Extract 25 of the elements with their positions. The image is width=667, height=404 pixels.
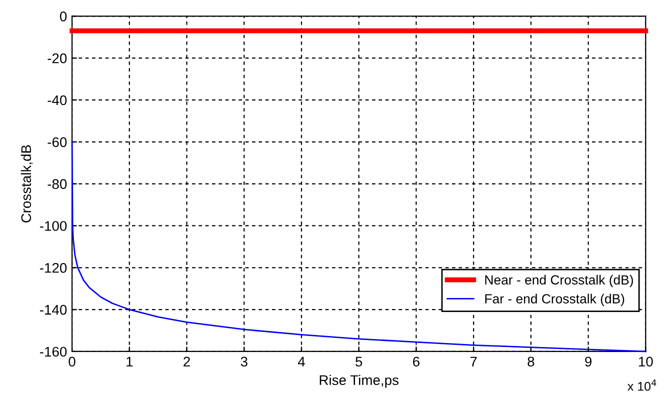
x-tick-label: 5 [356, 356, 362, 367]
y-axis-title: Crosstalk,dB [20, 145, 33, 222]
x-tick-label: 8 [528, 356, 534, 367]
x-tick-label: 6 [413, 356, 420, 367]
legend-label: Near - end Crosstalk (dB) [485, 274, 633, 288]
x-tick-label: 9 [585, 356, 592, 367]
y-tick-label: -160 [40, 346, 67, 357]
x-tick-label: 2 [184, 356, 190, 366]
y-tick-label: -60 [48, 137, 67, 148]
y-tick-label: 0 [60, 11, 67, 22]
y-tick-label: -120 [40, 262, 67, 273]
x-axis-title: Rise Time,ps [320, 374, 398, 388]
x-tick-label: 4 [298, 356, 305, 366]
legend-label: Far - end Crosstalk (dB) [485, 294, 624, 306]
x-tick-label: 1 [126, 356, 133, 366]
y-tick-label: -140 [40, 304, 67, 315]
text: x 10$^{4}$ [628, 379, 656, 391]
x-tick-label: 7 [470, 356, 477, 366]
x-tick-label: 0 [68, 356, 76, 367]
x-tick-label: 10 [638, 356, 653, 367]
y-tick-label: -40 [48, 95, 67, 106]
y-tick-label: -100 [40, 221, 67, 231]
y-tick-label: -20 [48, 53, 67, 64]
y-tick-label: -80 [48, 179, 67, 189]
x-tick-label: 3 [240, 356, 248, 367]
